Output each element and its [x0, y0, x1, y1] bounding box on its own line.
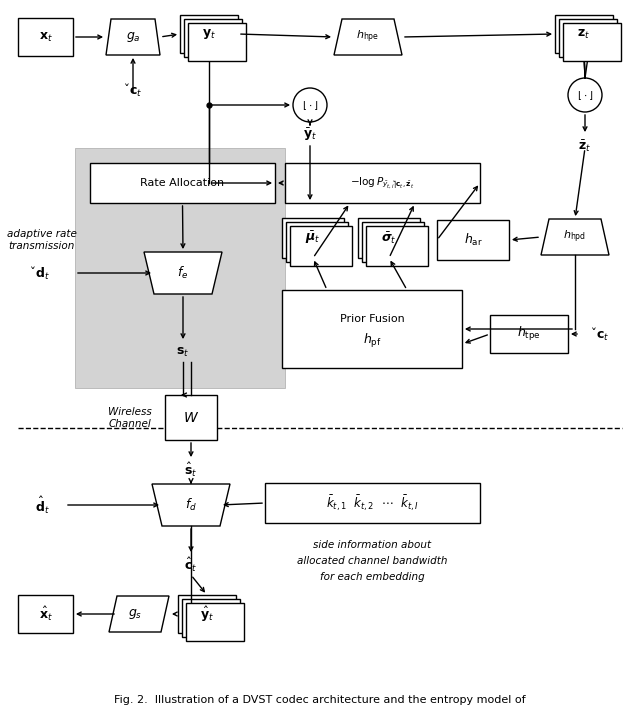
- Text: $\lfloor\cdot\rfloor$: $\lfloor\cdot\rfloor$: [301, 99, 318, 112]
- Text: adaptive rate
transmission: adaptive rate transmission: [7, 229, 77, 251]
- Bar: [165, 395, 217, 440]
- Bar: [188, 23, 246, 61]
- Polygon shape: [152, 484, 230, 526]
- Text: $h_{\mathrm{ar}}$: $h_{\mathrm{ar}}$: [463, 232, 483, 248]
- Bar: [182, 599, 240, 637]
- Text: $W$: $W$: [183, 410, 199, 424]
- Text: $\mathbf{y}_t$: $\mathbf{y}_t$: [202, 27, 216, 41]
- Polygon shape: [109, 596, 169, 632]
- Bar: [18, 595, 73, 633]
- Text: Rate Allocation: Rate Allocation: [140, 178, 225, 188]
- Bar: [282, 290, 462, 368]
- Text: $\bar{\boldsymbol{\sigma}}_t$: $\bar{\boldsymbol{\sigma}}_t$: [381, 230, 397, 246]
- Bar: [437, 220, 509, 260]
- Text: $\lfloor\cdot\rfloor$: $\lfloor\cdot\rfloor$: [577, 88, 593, 102]
- Text: $f_e$: $f_e$: [177, 265, 189, 281]
- Bar: [290, 226, 352, 266]
- Text: side information about: side information about: [314, 540, 431, 550]
- Text: $\bar{\mathbf{z}}_t$: $\bar{\mathbf{z}}_t$: [579, 138, 591, 154]
- Bar: [180, 15, 238, 53]
- Bar: [555, 15, 613, 53]
- Text: $h_{\mathrm{hpe}}$: $h_{\mathrm{hpe}}$: [356, 29, 380, 46]
- Text: $\bar{\boldsymbol{\mu}}_t$: $\bar{\boldsymbol{\mu}}_t$: [305, 230, 321, 246]
- Text: $\check{\mathbf{c}}_t$: $\check{\mathbf{c}}_t$: [591, 326, 609, 343]
- Bar: [90, 163, 275, 203]
- Text: $-\log P_{\bar{y}_{t,i}|\check{\mathbf{c}}_t,\bar{\mathbf{z}}_t}$: $-\log P_{\bar{y}_{t,i}|\check{\mathbf{c…: [350, 175, 415, 191]
- Text: Fig. 2.  Illustration of a DVST codec architecture and the entropy model of: Fig. 2. Illustration of a DVST codec arc…: [114, 695, 526, 705]
- Text: $\hat{\mathbf{c}}_t$: $\hat{\mathbf{c}}_t$: [184, 556, 198, 574]
- Text: $\hat{\mathbf{x}}_t$: $\hat{\mathbf{x}}_t$: [38, 605, 52, 623]
- Bar: [358, 218, 420, 258]
- Text: $\mathbf{s}_t$: $\mathbf{s}_t$: [177, 346, 189, 358]
- Text: Wireless
Channel: Wireless Channel: [108, 407, 152, 429]
- Text: $h_{\mathrm{pf}}$: $h_{\mathrm{pf}}$: [363, 332, 381, 350]
- Bar: [75, 148, 285, 388]
- Bar: [366, 226, 428, 266]
- Polygon shape: [334, 19, 402, 55]
- Bar: [184, 19, 242, 57]
- Text: $\bar{k}_{t,1}\ \ \bar{k}_{t,2}\ \ \cdots\ \ \bar{k}_{t,I}$: $\bar{k}_{t,1}\ \ \bar{k}_{t,2}\ \ \cdot…: [326, 493, 419, 513]
- Text: $\bar{\mathbf{y}}_t$: $\bar{\mathbf{y}}_t$: [303, 127, 317, 143]
- Bar: [265, 483, 480, 523]
- Text: $h_{\mathrm{hpd}}$: $h_{\mathrm{hpd}}$: [563, 229, 587, 245]
- Text: $\mathbf{z}_t$: $\mathbf{z}_t$: [577, 28, 591, 41]
- Circle shape: [293, 88, 327, 122]
- Text: $\check{\mathbf{d}}_t$: $\check{\mathbf{d}}_t$: [30, 264, 50, 282]
- Polygon shape: [106, 19, 160, 55]
- Text: $\hat{\mathbf{y}}_t$: $\hat{\mathbf{y}}_t$: [200, 604, 214, 624]
- Bar: [362, 222, 424, 262]
- Bar: [18, 18, 73, 56]
- Text: for each embedding: for each embedding: [320, 572, 425, 582]
- Text: Prior Fusion: Prior Fusion: [340, 314, 404, 324]
- Bar: [559, 19, 617, 57]
- Bar: [178, 595, 236, 633]
- Text: $\hat{\mathbf{s}}_t$: $\hat{\mathbf{s}}_t$: [184, 461, 198, 479]
- Text: $\hat{\mathbf{d}}_t$: $\hat{\mathbf{d}}_t$: [35, 494, 50, 515]
- Text: $g_s$: $g_s$: [128, 607, 142, 621]
- Text: $h_{\mathrm{tpe}}$: $h_{\mathrm{tpe}}$: [517, 325, 541, 343]
- Text: allocated channel bandwidth: allocated channel bandwidth: [297, 556, 448, 566]
- Bar: [490, 315, 568, 353]
- Bar: [563, 23, 621, 61]
- Circle shape: [568, 78, 602, 112]
- Bar: [186, 603, 244, 641]
- Bar: [285, 163, 480, 203]
- Polygon shape: [541, 219, 609, 255]
- Bar: [282, 218, 344, 258]
- Text: $\mathbf{x}_t$: $\mathbf{x}_t$: [38, 31, 52, 43]
- Polygon shape: [144, 252, 222, 294]
- Bar: [286, 222, 348, 262]
- Text: $g_a$: $g_a$: [125, 30, 140, 44]
- Text: $\check{\mathbf{c}}_t$: $\check{\mathbf{c}}_t$: [124, 82, 142, 99]
- Text: $f_d$: $f_d$: [185, 497, 197, 513]
